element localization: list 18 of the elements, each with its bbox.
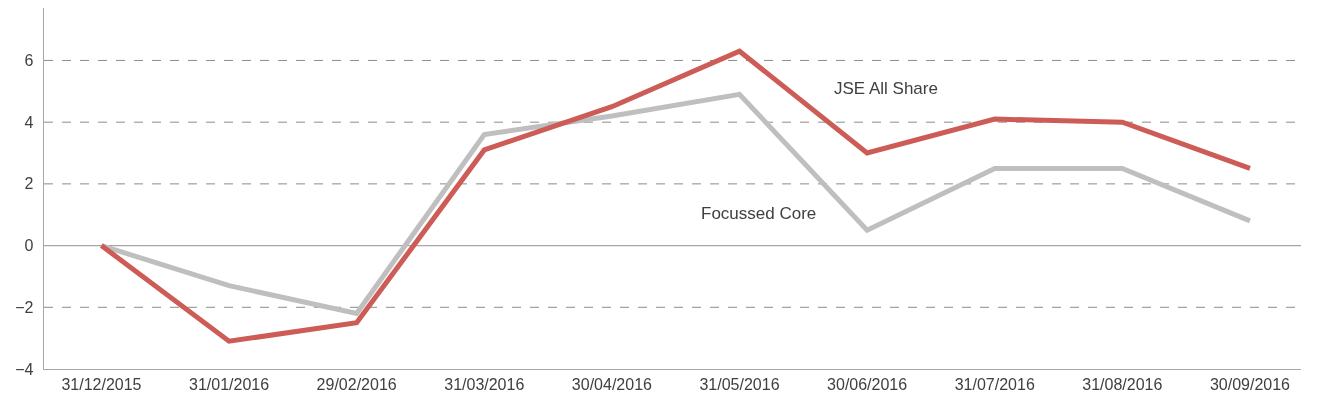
x-tick-label: 31/01/2016 [189,375,270,393]
x-tick-label: 31/08/2016 [1082,375,1163,393]
y-tick-label: −2 [15,298,34,316]
series-label: Focussed Core [701,204,817,223]
x-tick-label: 31/12/2015 [61,375,142,393]
x-tick-label: 31/07/2016 [954,375,1035,393]
y-tick-label: 4 [24,113,34,131]
series-label: JSE All Share [834,79,938,98]
x-tick-label: 31/05/2016 [699,375,780,393]
x-tick-label: 29/02/2016 [316,375,397,393]
y-tick-label: −4 [15,360,34,378]
x-tick-label: 30/09/2016 [1209,375,1291,393]
y-tick-label: 0 [24,237,34,255]
y-tick-label: 2 [24,175,34,193]
x-tick-label: 31/03/2016 [444,375,525,393]
x-tick-label: 30/04/2016 [571,375,653,393]
x-tick-label: 30/06/2016 [827,375,908,393]
y-tick-label: 6 [24,52,34,70]
